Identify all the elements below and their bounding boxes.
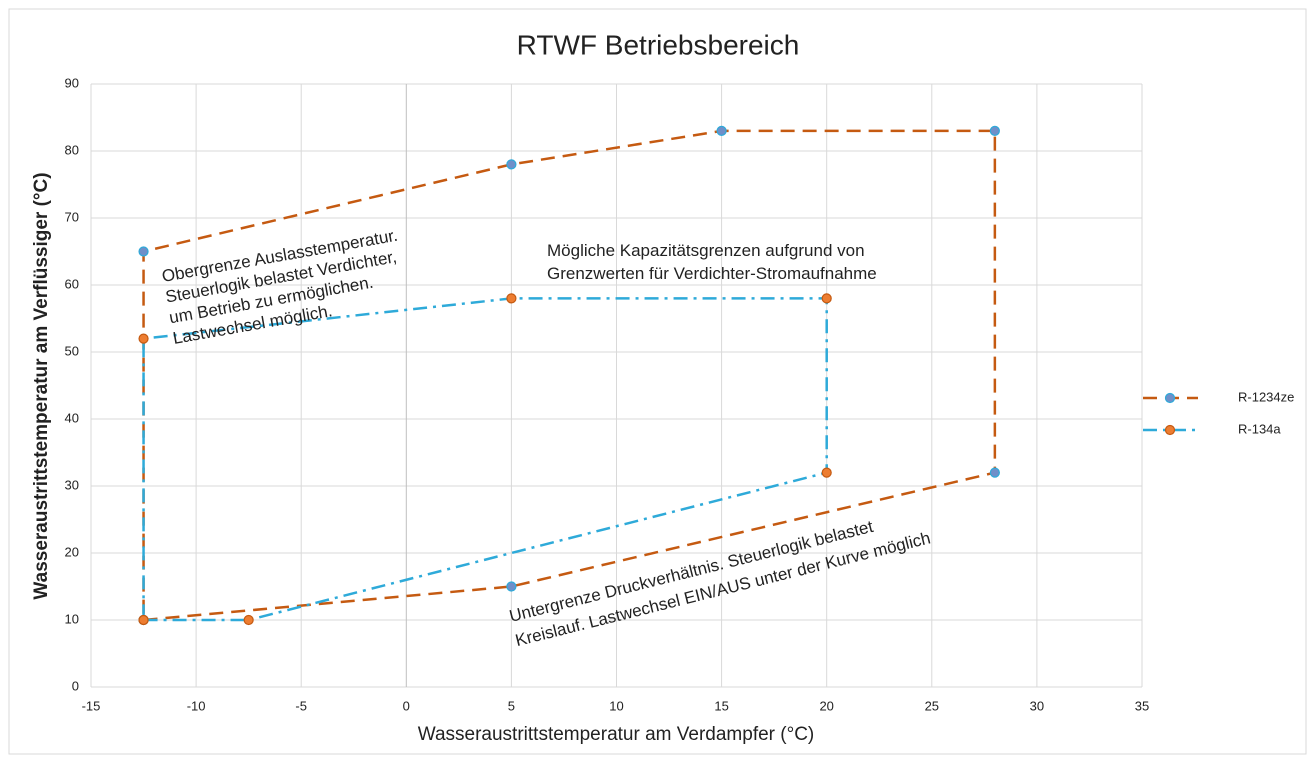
data-point (821, 467, 832, 478)
annotation-text: Grenzwerten für Verdichter-Stromaufnahme (547, 264, 877, 283)
legend-marker (1164, 424, 1176, 436)
x-tick-label: 5 (508, 698, 515, 713)
data-point (243, 614, 254, 626)
annotation-text: Mögliche Kapazitätsgrenzen aufgrund von (547, 241, 865, 260)
series-line (142, 129, 997, 622)
y-tick-label: 80 (65, 142, 79, 157)
data-point (989, 125, 1000, 136)
x-tick-label: 15 (714, 698, 728, 713)
y-tick-label: 90 (65, 75, 79, 90)
data-point (138, 246, 149, 257)
annotation: Mögliche Kapazitätsgrenzen aufgrund von G… (547, 241, 877, 283)
x-tick-label: 0 (403, 698, 410, 713)
x-tick-label: -5 (295, 698, 307, 713)
legend-label: R-134a (1238, 421, 1281, 436)
y-tick-label: 10 (65, 611, 79, 626)
x-tick-label: -10 (187, 698, 206, 713)
x-tick-label: 25 (925, 698, 939, 713)
y-tick-label: 20 (65, 544, 79, 559)
legend-marker (1164, 392, 1176, 404)
y-tick-label: 60 (65, 276, 79, 291)
data-point (821, 293, 832, 304)
x-tick-label: 10 (609, 698, 623, 713)
chart-border (8, 8, 1307, 755)
x-tick-label: -15 (82, 698, 101, 713)
y-tick-label: 40 (65, 410, 79, 425)
chart-title: RTWF Betriebsbereich (517, 29, 800, 60)
y-tick-label: 0 (72, 678, 79, 693)
data-point (506, 159, 517, 170)
y-tick-label: 30 (65, 477, 79, 492)
data-point (506, 581, 517, 592)
x-axis-title: Wasseraustrittstemperatur am Verdampfer … (418, 724, 815, 745)
y-tick-label: 70 (65, 209, 79, 224)
data-point (506, 293, 517, 304)
data-point (989, 467, 1000, 478)
x-tick-label: 35 (1135, 698, 1149, 713)
data-point (716, 125, 727, 136)
y-tick-label: 50 (65, 343, 79, 358)
legend-label: R-1234ze (1238, 389, 1294, 404)
x-tick-label: 30 (1030, 698, 1044, 713)
data-point (138, 333, 149, 344)
y-axis-title: Wasseraustrittstemperatur am Verflüssige… (31, 172, 52, 599)
data-point (138, 614, 149, 626)
x-tick-label: 20 (819, 698, 833, 713)
